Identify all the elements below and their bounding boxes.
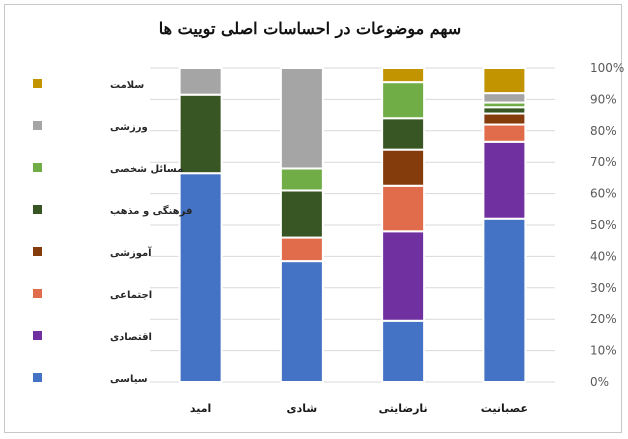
legend: سلامت ورزشی مسائل شخصی فرهنگی و مذهب آموزشی ا… bbox=[33, 79, 192, 385]
y-axis-ticks: 0% 10% 20% 30% 40% 50% 60% 70% 80% 90% 100% bbox=[590, 61, 624, 389]
bar-segment bbox=[178, 172, 223, 383]
y-tick-label: 50% bbox=[590, 218, 617, 232]
y-tick-label: 30% bbox=[590, 281, 617, 295]
legend-label: مسائل شخصی bbox=[110, 164, 183, 175]
legend-swatch bbox=[33, 289, 42, 298]
y-tick-label: 70% bbox=[590, 155, 617, 169]
x-axis-labels: امید شادی نارضایتی عصبانیت bbox=[190, 402, 528, 415]
y-tick-label: 80% bbox=[590, 124, 617, 138]
bar-segment bbox=[381, 148, 426, 187]
x-category-label: امید bbox=[190, 402, 211, 415]
legend-label: سیاسی bbox=[110, 374, 148, 385]
bar-segment bbox=[381, 81, 426, 120]
bar-segment bbox=[178, 67, 223, 96]
legend-label: ورزشی bbox=[110, 122, 148, 133]
bar-segment bbox=[482, 92, 527, 104]
bar-segment bbox=[482, 217, 527, 383]
legend-label: سلامت bbox=[110, 80, 144, 91]
bar-segment bbox=[381, 230, 426, 322]
bar-segment bbox=[381, 319, 426, 383]
bar-segment bbox=[381, 184, 426, 233]
legend-label: فرهنگی و مذهب bbox=[110, 204, 192, 217]
y-tick-label: 20% bbox=[590, 312, 617, 326]
bar-segment bbox=[482, 112, 527, 126]
bar-segment bbox=[279, 236, 324, 263]
x-category-label: نارضایتی bbox=[379, 402, 428, 415]
legend-swatch bbox=[33, 205, 42, 214]
legend-label: اقتصادی bbox=[110, 332, 152, 343]
bar-segment bbox=[381, 67, 426, 84]
legend-label: اجتماعی bbox=[110, 290, 152, 301]
bar-segment bbox=[279, 260, 324, 383]
y-tick-label: 10% bbox=[590, 344, 617, 358]
legend-swatch bbox=[33, 121, 42, 130]
bar-segment bbox=[279, 189, 324, 239]
bar-segment bbox=[279, 67, 324, 170]
legend-swatch bbox=[33, 373, 42, 382]
bar-segment bbox=[482, 67, 527, 95]
y-tick-label: 90% bbox=[590, 92, 617, 106]
chart-title: سهم موضوعات در احساسات اصلی توییت ها bbox=[159, 19, 461, 39]
legend-label: آموزشی bbox=[110, 246, 152, 259]
y-tick-label: 100% bbox=[590, 61, 624, 75]
bar-segment bbox=[381, 117, 426, 151]
bar-segment bbox=[482, 123, 527, 143]
bars bbox=[178, 67, 527, 383]
legend-swatch bbox=[33, 331, 42, 340]
bar-segment bbox=[279, 167, 324, 192]
x-category-label: شادی bbox=[287, 402, 318, 415]
legend-swatch bbox=[33, 79, 42, 88]
x-category-label: عصبانیت bbox=[481, 402, 528, 415]
legend-swatch bbox=[33, 247, 42, 256]
y-tick-label: 40% bbox=[590, 249, 617, 263]
y-tick-label: 60% bbox=[590, 187, 617, 201]
bar-segment bbox=[482, 140, 527, 220]
legend-swatch bbox=[33, 163, 42, 172]
bar-segment bbox=[178, 93, 223, 175]
y-tick-label: 0% bbox=[590, 375, 609, 389]
